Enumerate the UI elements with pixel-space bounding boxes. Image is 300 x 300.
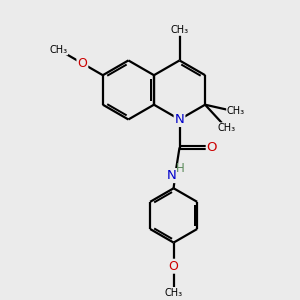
Text: CH₃: CH₃ <box>227 106 245 116</box>
Text: O: O <box>207 141 217 154</box>
Text: CH₃: CH₃ <box>165 288 183 298</box>
Text: CH₃: CH₃ <box>49 44 68 55</box>
Text: CH₃: CH₃ <box>217 123 236 133</box>
Text: CH₃: CH₃ <box>170 25 189 35</box>
Text: N: N <box>175 113 184 126</box>
Text: O: O <box>77 57 87 70</box>
Text: N: N <box>167 169 176 182</box>
Text: H: H <box>176 162 185 175</box>
Text: O: O <box>169 260 178 273</box>
